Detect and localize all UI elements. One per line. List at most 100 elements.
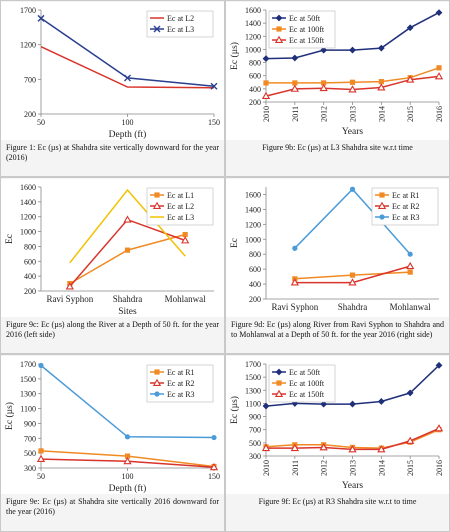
legend-marker: [154, 192, 160, 198]
marker: [406, 436, 415, 444]
panel: 200 400 600 800 1000 1200 1400 1600 Ravi Syphon S…: [0, 177, 225, 354]
marker: [124, 247, 131, 253]
marker: [319, 83, 328, 92]
marker: [290, 278, 299, 286]
marker: [349, 46, 356, 54]
marker: [377, 83, 386, 91]
marker: [290, 84, 299, 92]
legend-label: Ec at 50ft: [289, 14, 321, 23]
marker: [349, 272, 356, 278]
marker: [209, 462, 219, 471]
x-tick-label: 2010: [262, 106, 271, 122]
y-tick-label: 200: [24, 287, 36, 296]
y-tick-label: 800: [249, 59, 261, 68]
y-tick-label: 1600: [245, 6, 261, 15]
legend-label: Ec at R1: [167, 368, 195, 377]
y-tick-label: 1000: [245, 45, 261, 54]
y-tick-label: 600: [249, 72, 261, 81]
y-axis-label: Ec (µs): [229, 42, 240, 70]
marker: [261, 91, 271, 100]
legend-marker: [152, 201, 162, 209]
marker: [348, 278, 357, 286]
y-tick-label: 1400: [245, 19, 261, 28]
y-tick-label: 700: [249, 426, 261, 435]
marker: [407, 251, 413, 257]
y-tick-label: 1400: [245, 205, 261, 214]
y-tick-label: 1000: [20, 228, 36, 237]
y-tick-label: 1200: [245, 220, 261, 229]
x-tick-label: 2011: [291, 460, 300, 476]
marker: [292, 245, 298, 251]
legend-marker: [274, 35, 284, 43]
legend-label: Ec at 100ft: [289, 379, 325, 388]
legend-label: Ec at R2: [392, 202, 420, 211]
marker: [262, 55, 270, 63]
panel: 300 500 700 900 1100 1300 1500 1700 50 100 150 Dept…: [0, 354, 225, 532]
y-tick-label: 1700: [245, 360, 261, 369]
marker: [319, 443, 328, 451]
legend-marker: [379, 214, 385, 220]
legend-label: Ec at L3: [167, 25, 194, 34]
marker: [37, 14, 45, 22]
y-axis-label: Ec: [230, 238, 240, 248]
y-tick-label: 1600: [20, 183, 36, 192]
legend-label: Ec at 150ft: [289, 390, 325, 399]
x-tick-label: 2013: [349, 106, 358, 122]
caption: Figure 1: Ec (µs) at Shahdra site vertic…: [6, 143, 219, 162]
x-tick-label: 2015: [406, 460, 415, 476]
y-tick-label: 800: [24, 242, 36, 251]
y-tick-label: 200: [249, 98, 261, 107]
x-axis-label: Years: [342, 127, 364, 137]
marker: [378, 79, 384, 85]
legend-label: Ec at L2: [167, 202, 194, 211]
y-tick-label: 700: [24, 434, 36, 443]
marker: [377, 44, 385, 52]
marker: [406, 24, 414, 32]
marker: [435, 361, 443, 369]
legend-marker: [379, 192, 385, 198]
y-tick-label: 1200: [20, 213, 36, 222]
legend-label: Ec at 150ft: [289, 36, 325, 45]
marker: [349, 79, 356, 85]
legend-marker: [377, 201, 387, 209]
chart: 200 400 600 800 1000 1200 1400 1600 Ravi Syphon S…: [1, 179, 224, 317]
marker: [434, 424, 444, 432]
legend-label: Ec at R1: [392, 191, 420, 200]
marker: [377, 445, 386, 453]
y-tick-label: 1500: [245, 373, 261, 382]
x-tick-label: 150: [208, 118, 220, 127]
legend-marker: [276, 380, 282, 386]
marker: [65, 282, 74, 290]
marker: [124, 453, 131, 459]
legend-label: Ec at R3: [167, 390, 195, 399]
x-tick-label: 2016: [435, 460, 444, 476]
marker: [348, 85, 357, 93]
x-tick-label: 2013: [349, 460, 358, 476]
y-tick-label: 900: [24, 419, 36, 428]
y-tick-label: 600: [249, 265, 261, 274]
legend-label: Ec at R2: [167, 379, 195, 388]
panel: 200 400 600 800 1000 1200 1400 1600 Ravi Syphon S…: [225, 177, 450, 354]
y-tick-label: 1700: [20, 360, 36, 369]
legend-label: Ec at L3: [167, 213, 194, 222]
marker: [406, 261, 415, 270]
y-tick-label: 900: [249, 413, 261, 422]
marker: [36, 454, 46, 463]
y-tick-label: 400: [24, 272, 36, 281]
x-tick-label: Ravi Syphon: [46, 294, 93, 304]
marker: [321, 80, 327, 86]
y-tick-label: 1100: [20, 405, 36, 414]
x-tick-label: 2010: [262, 460, 271, 476]
x-axis-label: Depth (ft): [109, 129, 147, 140]
legend-marker: [154, 391, 160, 397]
marker: [182, 231, 188, 238]
x-tick-label: 2014: [377, 460, 386, 476]
marker: [434, 72, 444, 80]
chart: 300 500 700 900 1100 1300 1500 1700 2010 2011 2012…: [226, 356, 449, 494]
y-axis-label: Ec (µs): [4, 402, 15, 430]
legend-marker: [152, 378, 162, 386]
x-tick-label: 50: [37, 118, 45, 127]
x-tick-label: 2016: [435, 106, 444, 122]
x-axis-label: Sites: [118, 307, 137, 317]
